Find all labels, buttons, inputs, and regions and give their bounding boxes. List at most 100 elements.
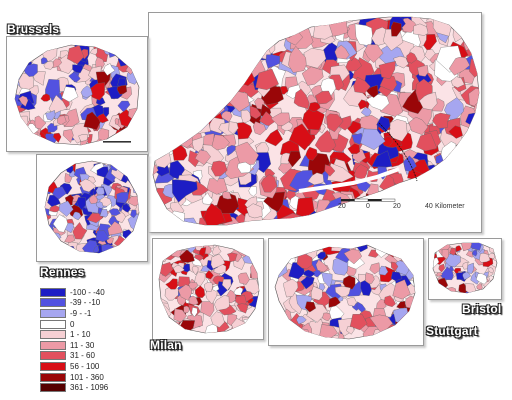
district-cell — [57, 115, 67, 125]
district-cell — [117, 85, 127, 95]
district-cell — [253, 28, 274, 47]
legend-label: 56 - 100 — [70, 361, 100, 371]
district-cell — [15, 50, 25, 65]
district-cell — [293, 88, 310, 109]
legend-item: -39 - -10 — [40, 298, 108, 309]
district-cell — [462, 143, 479, 161]
district-cell — [248, 186, 257, 197]
brussels-map — [6, 36, 148, 152]
district-cell — [280, 19, 292, 31]
district-cell — [227, 252, 238, 263]
district-cell — [403, 155, 417, 172]
district-cell — [193, 55, 213, 81]
district-cell — [193, 170, 203, 181]
district-cell — [460, 145, 475, 159]
district-cell — [170, 76, 187, 89]
district-cell — [405, 206, 423, 225]
district-cell — [358, 99, 368, 110]
district-cell — [487, 267, 494, 274]
district-cell — [448, 57, 470, 76]
district-cell — [455, 245, 462, 253]
district-cell — [254, 19, 273, 35]
district-cell — [315, 259, 329, 273]
district-cell — [62, 246, 77, 253]
district-cell — [179, 78, 202, 100]
district-cell — [171, 145, 188, 161]
district-cell — [489, 243, 497, 254]
district-cell — [378, 265, 389, 276]
district-cell — [194, 245, 204, 251]
district-cell — [103, 63, 116, 76]
district-cell — [76, 197, 86, 211]
district-cell — [365, 272, 375, 285]
district-cell — [163, 49, 175, 60]
district-cell — [228, 121, 239, 135]
district-cell — [450, 17, 472, 33]
district-cell — [317, 251, 327, 260]
district-cell — [165, 119, 181, 143]
district-cell — [162, 248, 173, 256]
district-cell — [171, 88, 188, 102]
main-choropleth — [152, 16, 480, 226]
district-cell — [95, 230, 110, 242]
district-cell — [193, 53, 210, 73]
district-cell — [211, 160, 228, 177]
district-cell — [441, 249, 450, 260]
district-cell — [419, 91, 438, 111]
district-cell — [393, 56, 409, 69]
district-cell — [326, 113, 344, 133]
district-cell — [328, 296, 341, 308]
district-cell — [462, 271, 471, 281]
district-cell — [446, 287, 457, 293]
district-cell — [18, 141, 28, 145]
district-cell — [408, 314, 415, 323]
district-cell — [177, 29, 202, 52]
district-cell — [442, 164, 461, 179]
district-cell — [214, 295, 230, 311]
district-cell — [334, 44, 350, 60]
district-cell — [45, 164, 55, 176]
district-cell — [295, 197, 315, 219]
district-cell — [202, 192, 214, 205]
district-cell — [64, 234, 76, 243]
district-cell — [264, 129, 283, 147]
district-cell — [449, 248, 457, 256]
district-cell — [96, 201, 104, 209]
district-cell — [185, 34, 204, 50]
district-cell — [288, 45, 307, 73]
legend-swatch — [40, 372, 66, 382]
district-cell — [216, 192, 239, 214]
district-cell — [68, 71, 81, 83]
district-cell — [420, 192, 433, 202]
district-cell — [206, 50, 232, 70]
district-cell — [273, 20, 288, 35]
district-cell — [206, 178, 228, 195]
district-cell — [72, 211, 82, 221]
legend-item: 56 - 100 — [40, 361, 108, 372]
district-cell — [125, 161, 138, 172]
district-cell — [487, 284, 495, 293]
district-cell — [433, 214, 446, 225]
district-cell — [188, 295, 199, 306]
district-cell — [199, 45, 212, 60]
district-cell — [464, 185, 479, 200]
legend-item: 0 — [40, 319, 108, 330]
scale-tick-2: 0 — [366, 203, 370, 210]
district-cell — [130, 209, 137, 219]
district-cell — [191, 81, 217, 108]
district-cell — [222, 279, 232, 291]
district-cell — [172, 179, 198, 203]
district-cell — [438, 263, 445, 273]
district-cell — [424, 49, 436, 61]
district-cell — [154, 77, 169, 92]
legend-item: -100 - -40 — [40, 287, 108, 298]
district-cell — [45, 247, 54, 253]
district-cell — [369, 262, 381, 275]
district-cell — [406, 52, 418, 64]
district-cell — [188, 108, 208, 131]
district-cell — [177, 96, 194, 113]
district-cell — [406, 245, 415, 253]
scale-tick-3: 20 — [393, 203, 401, 210]
district-cell — [378, 61, 396, 79]
district-cell — [214, 41, 244, 64]
